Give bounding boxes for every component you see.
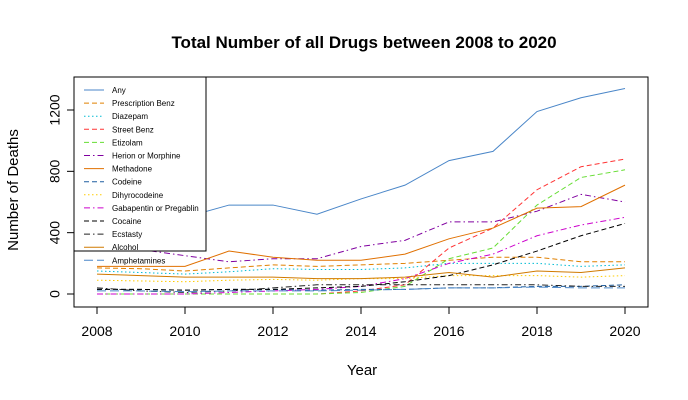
series-line-2 [96, 262, 626, 275]
legend-label: Alcohol [112, 243, 138, 252]
legend-label: Gabapentin or Pregablin [112, 204, 199, 213]
legend-label: Ecstasty [112, 230, 142, 239]
legend-label: Methadone [112, 165, 153, 174]
series-line-4 [97, 169, 626, 295]
legend-label: Diazepam [112, 112, 148, 121]
y-tick-label: 800 [47, 159, 63, 183]
legend-box [73, 76, 207, 252]
x-tick-label: 2018 [521, 323, 552, 339]
series-line-1 [96, 256, 625, 272]
x-axis-label: Year [347, 362, 377, 379]
series-line-12 [96, 267, 626, 280]
legend-label: Prescription Benz [112, 99, 175, 108]
legend-label: Dihyrocodeine [112, 191, 164, 200]
x-axis: 2008 2010 2012 2014 2016 2018 2020 [81, 306, 641, 339]
series-layer [96, 88, 626, 295]
y-tick-label: 0 [47, 290, 63, 298]
chart-title: Total Number of all Drugs between 2008 t… [171, 33, 556, 52]
legend-label: Any [112, 86, 126, 95]
y-tick-label: 1200 [47, 94, 63, 125]
legend-label: Amphetamines [112, 256, 165, 265]
series-line-10 [97, 222, 626, 291]
series-line-9 [97, 216, 626, 295]
x-tick-label: 2012 [257, 323, 288, 339]
x-tick-label: 2014 [345, 323, 376, 339]
series-line-5 [96, 193, 626, 263]
y-axis: 0 400 800 1200 [47, 94, 75, 298]
x-tick-label: 2016 [433, 323, 464, 339]
legend: Any Prescription Benz Diazepam Street Benz E… [73, 76, 207, 265]
legend-label: Street Benz [112, 125, 154, 134]
legend-label: Herion or Morphine [112, 152, 181, 161]
x-tick-label: 2020 [609, 323, 640, 339]
legend-label: Cocaine [112, 217, 142, 226]
x-tick-label: 2010 [169, 323, 200, 339]
series-line-13 [97, 286, 625, 293]
legend-label: Etizolam [112, 138, 143, 147]
y-tick-label: 400 [47, 221, 63, 245]
series-line-6 [97, 184, 626, 267]
x-tick-label: 2008 [81, 323, 112, 339]
y-axis-label: Number of Deaths [5, 129, 22, 251]
legend-label: Codeine [112, 178, 142, 187]
